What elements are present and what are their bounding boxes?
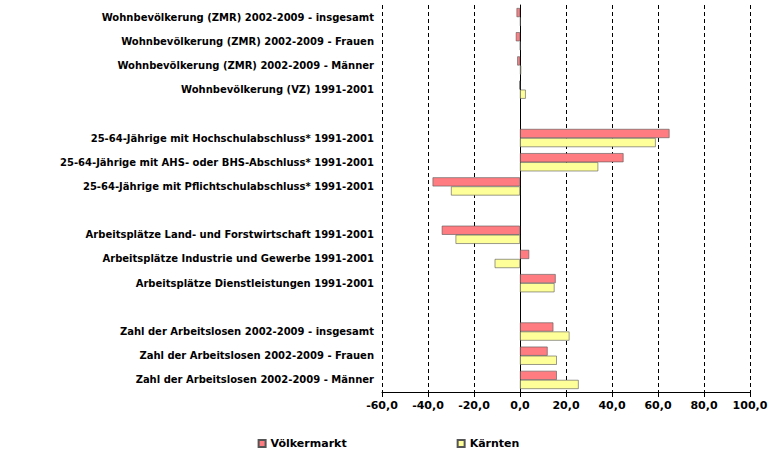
svg-text:60,0: 60,0: [644, 399, 671, 412]
svg-text:0,0: 0,0: [510, 399, 530, 412]
svg-text:Zahl der Arbeitslosen 2002-200: Zahl der Arbeitslosen 2002-2009 - Männer: [136, 374, 374, 385]
svg-text:80,0: 80,0: [690, 399, 717, 412]
svg-text:100,0: 100,0: [733, 399, 768, 412]
svg-text:Zahl der Arbeitslosen 2002-200: Zahl der Arbeitslosen 2002-2009 - Frauen: [139, 350, 374, 361]
svg-text:Völkermarkt: Völkermarkt: [271, 437, 347, 450]
svg-text:25-64-Jährige mit Pflichtschul: 25-64-Jährige mit Pflichtschulabschluss*…: [83, 181, 374, 192]
svg-text:25-64-Jährige mit Hochschulabs: 25-64-Jährige mit Hochschulabschluss* 19…: [91, 133, 374, 144]
svg-text:Arbeitsplätze Industrie und Ge: Arbeitsplätze Industrie und Gewerbe 1991…: [103, 253, 375, 264]
svg-text:Arbeitsplätze Dienstleistungen: Arbeitsplätze Dienstleistungen 1991-2001: [136, 278, 374, 289]
svg-text:Zahl der Arbeitslosen 2002-200: Zahl der Arbeitslosen 2002-2009 - insges…: [120, 326, 374, 337]
svg-text:-60,0: -60,0: [366, 399, 398, 412]
svg-text:Kärnten: Kärnten: [470, 437, 520, 450]
svg-text:Wohnbevölkerung (VZ) 1991-2001: Wohnbevölkerung (VZ) 1991-2001: [181, 84, 374, 95]
svg-text:Wohnbevölkerung (ZMR) 2002-200: Wohnbevölkerung (ZMR) 2002-2009 - Frauen: [121, 36, 374, 47]
svg-text:Arbeitsplätze Land- und Forstw: Arbeitsplätze Land- und Forstwirtschaft …: [86, 229, 374, 240]
svg-text:25-64-Jährige mit AHS- oder BH: 25-64-Jährige mit AHS- oder BHS-Abschlus…: [60, 157, 374, 168]
svg-text:Wohnbevölkerung (ZMR) 2002-200: Wohnbevölkerung (ZMR) 2002-2009 - insges…: [102, 12, 375, 23]
svg-text:-20,0: -20,0: [458, 399, 490, 412]
svg-text:Wohnbevölkerung (ZMR) 2002-200: Wohnbevölkerung (ZMR) 2002-2009 - Männer: [117, 60, 374, 71]
svg-text:20,0: 20,0: [552, 399, 579, 412]
svg-text:-40,0: -40,0: [412, 399, 444, 412]
svg-text:40,0: 40,0: [598, 399, 625, 412]
